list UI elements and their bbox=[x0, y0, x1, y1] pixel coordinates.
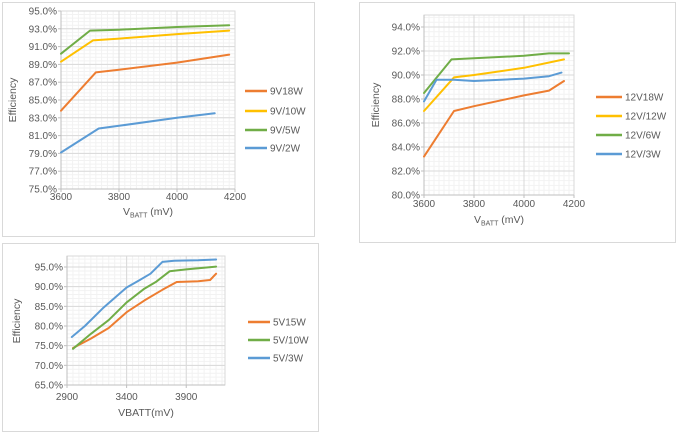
x-axis-title: VBATT(mV) bbox=[118, 407, 174, 419]
x-tick-label: 3600 bbox=[50, 192, 73, 203]
x-tick-label: 2900 bbox=[56, 392, 79, 403]
legend-label: 9V/10W bbox=[270, 107, 306, 118]
y-tick-label: 92.0% bbox=[392, 47, 420, 58]
legend: 5V15W 5V/10W 5V/3W bbox=[248, 318, 309, 365]
y-tick-label: 94.0% bbox=[392, 23, 420, 34]
y-tick-label: 95.0% bbox=[35, 263, 63, 274]
legend-label: 9V/5W bbox=[270, 126, 301, 137]
y-tick-label: 80.0% bbox=[392, 191, 420, 202]
axes bbox=[64, 256, 225, 388]
y-tick-label: 88.0% bbox=[392, 95, 420, 106]
x-tick-label: 3800 bbox=[108, 192, 131, 203]
x-tick-label: 4000 bbox=[166, 192, 189, 203]
legend-label: 12V18W bbox=[625, 93, 664, 104]
x-tick-label: 3600 bbox=[413, 199, 436, 210]
y-tick-label: 85.0% bbox=[29, 96, 57, 107]
legend-label: 12V/12W bbox=[625, 112, 667, 123]
legend: 12V18W 12V/12W 12V/6W 12V/3W bbox=[596, 93, 667, 161]
y-tick-label: 75.0% bbox=[35, 341, 63, 352]
y-tick-label: 81.0% bbox=[29, 131, 57, 142]
y-tick-label: 83.0% bbox=[29, 113, 57, 124]
chart-panel-9v-efficiency[interactable]: 95.0% 93.0% 91.0% 89.0% 87.0% 85.0% 83.0% 81.0%… bbox=[2, 2, 315, 237]
y-tick-label: 65.0% bbox=[35, 381, 63, 392]
legend-label: 5V15W bbox=[273, 318, 306, 329]
legend-item-12V18W[interactable]: 12V18W bbox=[596, 93, 664, 104]
axes bbox=[58, 10, 236, 192]
y-tick-label: 77.0% bbox=[29, 167, 57, 178]
line-chart-9v-efficiency: 95.0% 93.0% 91.0% 89.0% 87.0% 85.0% 83.0% 81.0%… bbox=[7, 7, 306, 220]
legend-label: 5V/3W bbox=[273, 354, 304, 365]
x-tick-label: 3800 bbox=[463, 199, 486, 210]
axes bbox=[421, 15, 575, 198]
legend: 9V18W 9V/10W 9V/5W 9V/2W bbox=[245, 87, 306, 155]
series-line-12V-6W[interactable] bbox=[423, 52, 570, 94]
legend-item-5V-3W[interactable]: 5V/3W bbox=[248, 354, 304, 365]
y-tick-label: 87.0% bbox=[29, 78, 57, 89]
series-line-5V-10W[interactable] bbox=[72, 265, 218, 350]
legend-label: 12V/3W bbox=[625, 150, 661, 161]
legend-item-5V15W[interactable]: 5V15W bbox=[248, 318, 306, 329]
y-axis-title: Efficiency bbox=[7, 77, 19, 122]
legend-item-9V-10W[interactable]: 9V/10W bbox=[245, 107, 306, 118]
x-tick-label: 3900 bbox=[175, 392, 198, 403]
y-tick-label: 90.0% bbox=[35, 282, 63, 293]
y-axis-title: Efficiency bbox=[370, 82, 382, 127]
y-tick-label: 75.0% bbox=[29, 185, 57, 196]
series-line-5V15W[interactable] bbox=[72, 272, 218, 349]
series-line-12V18W[interactable] bbox=[423, 80, 565, 158]
legend-item-12V-3W[interactable]: 12V/3W bbox=[596, 150, 661, 161]
y-tick-label: 84.0% bbox=[392, 143, 420, 154]
x-tick-label: 4000 bbox=[513, 199, 536, 210]
chart-panel-5v-efficiency[interactable]: 95.0% 90.0% 85.0% 80.0% 75.0% 70.0% 65.0% 2900 3… bbox=[2, 243, 319, 432]
x-tick-label: 3400 bbox=[115, 392, 138, 403]
series-line-5V-3W[interactable] bbox=[70, 258, 218, 338]
line-chart-5v-efficiency: 95.0% 90.0% 85.0% 80.0% 75.0% 70.0% 65.0%2900 3… bbox=[11, 255, 309, 419]
series-line-9V-2W[interactable] bbox=[60, 112, 216, 154]
y-tick-label: 79.0% bbox=[29, 149, 57, 160]
legend-label: 12V/6W bbox=[625, 131, 661, 142]
y-tick-label: 90.0% bbox=[392, 71, 420, 82]
series-line-12V-3W[interactable] bbox=[423, 71, 563, 103]
x-axis-title: VBATT (mV) bbox=[474, 214, 524, 228]
legend-item-9V18W[interactable]: 9V18W bbox=[245, 87, 303, 98]
legend-label: 9V/2W bbox=[270, 144, 301, 155]
y-tick-label: 89.0% bbox=[29, 60, 57, 71]
x-tick-label: 4200 bbox=[224, 192, 247, 203]
y-tick-label: 85.0% bbox=[35, 302, 63, 313]
series-line-9V18W[interactable] bbox=[60, 53, 231, 112]
legend-label: 5V/10W bbox=[273, 336, 309, 347]
legend-item-12V-12W[interactable]: 12V/12W bbox=[596, 112, 667, 123]
y-tick-label: 86.0% bbox=[392, 119, 420, 130]
legend-item-12V-6W[interactable]: 12V/6W bbox=[596, 131, 661, 142]
x-tick-label: 4200 bbox=[563, 199, 586, 210]
line-chart-12v-efficiency: 94.0% 92.0% 90.0% 88.0% 86.0% 84.0% 82.0% 80.0%… bbox=[370, 14, 667, 228]
minor-gridlines bbox=[423, 15, 575, 196]
legend-item-9V-5W[interactable]: 9V/5W bbox=[245, 126, 301, 137]
y-tick-label: 91.0% bbox=[29, 42, 57, 53]
x-axis-title: VBATT (mV) bbox=[123, 206, 173, 220]
y-axis-title: Efficiency bbox=[11, 298, 23, 343]
legend-item-5V-10W[interactable]: 5V/10W bbox=[248, 336, 309, 347]
y-tick-label: 82.0% bbox=[392, 167, 420, 178]
y-tick-label: 95.0% bbox=[29, 7, 57, 18]
y-tick-label: 93.0% bbox=[29, 24, 57, 35]
legend-item-9V-2W[interactable]: 9V/2W bbox=[245, 144, 301, 155]
series-line-12V-12W[interactable] bbox=[423, 58, 565, 112]
chart-panel-12v-efficiency[interactable]: 94.0% 92.0% 90.0% 88.0% 86.0% 84.0% 82.0% 80.0%… bbox=[359, 2, 676, 243]
series-line-9V-5W[interactable] bbox=[60, 24, 231, 55]
y-tick-label: 80.0% bbox=[35, 322, 63, 333]
series-line-9V-10W[interactable] bbox=[60, 29, 231, 63]
legend-label: 9V18W bbox=[270, 87, 303, 98]
y-tick-label: 70.0% bbox=[35, 361, 63, 372]
